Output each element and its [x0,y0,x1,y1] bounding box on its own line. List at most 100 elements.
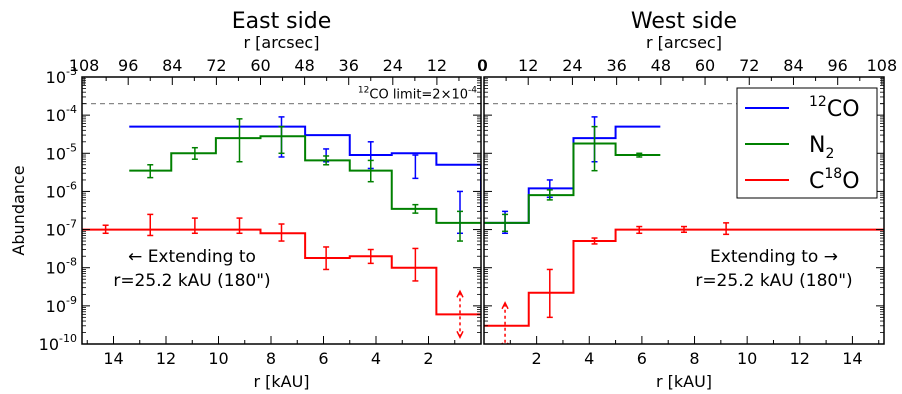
x2-tick-label: 96 [828,56,848,75]
series-12CO [129,116,481,235]
y-tick-base: 10 [46,221,66,240]
x-tick-label: 2 [532,349,542,368]
x2-tick-label: 84 [783,56,803,75]
x2-tick-label: 0 [478,56,488,75]
series-N2 [484,125,661,233]
step-line-C18O [82,228,481,316]
x-tick-label: 4 [584,349,594,368]
y-tick-label: 10-8 [46,256,77,278]
x2-tick-label: 72 [739,56,759,75]
legend-label-N2: N2 [809,133,834,162]
x2-tick-label: 60 [695,56,715,75]
plot-frame [483,76,885,345]
x-axis-label: r [kAU] [253,372,309,391]
x2-tick-label: 84 [162,56,182,75]
x2-tick-label: 72 [206,56,226,75]
legend-tail: O [842,169,859,194]
legend-main: C [809,169,824,194]
x2-axis-label: r [arcsec] [646,33,722,52]
x2-tick-label: 36 [339,56,359,75]
x-tick-label: 6 [318,349,328,368]
y-tick-base: 10 [46,68,66,87]
x2-tick-label: 48 [651,56,671,75]
limit-label-main: CO limit=2×10 [369,88,468,103]
y-tick-exp: -8 [66,256,77,269]
legend-sup: 18 [824,166,842,182]
y-tick-exp: -10 [59,332,77,345]
legend-sup: 12 [809,94,827,110]
y-tick-exp: -9 [66,294,77,307]
x-tick-label: 10 [208,349,228,368]
limit-label: 12CO limit=2×10-4 [358,86,477,103]
panel-title: West side [631,9,737,34]
x-tick-label: 12 [790,349,810,368]
x-tick-label: 4 [371,349,381,368]
plot-frame [81,76,482,345]
extend-note-line1: ← Extending to [128,247,256,267]
legend-label-12CO: 12CO [809,94,860,122]
legend-main: CO [827,97,860,122]
y-tick-label: 10-9 [46,294,77,316]
legend-main: N [809,133,825,158]
y-tick-base: 10 [46,259,66,278]
x2-tick-label: 96 [118,56,138,75]
y-tick-base: 10 [46,297,66,316]
series-12CO [484,116,661,235]
y-tick-label: 10-5 [46,141,77,163]
y-axis-label: Abundance [9,165,28,255]
y-tick-exp: -6 [66,179,77,192]
limit-label-exp: -4 [468,86,477,96]
x2-tick-label: 12 [518,56,538,75]
bound-arrow-head-up [456,289,464,298]
series-C18O [82,213,481,339]
extend-note-line2: r=25.2 kAU (180") [695,271,852,291]
y-tick-label: 10-3 [46,65,77,87]
x2-tick-label: 24 [562,56,582,75]
y-tick-exp: -7 [66,218,77,231]
y-tick-label: 10-7 [46,218,77,240]
y-tick-label: 10-4 [46,103,77,125]
y-tick-exp: -3 [66,65,77,78]
x-tick-label: 14 [842,349,862,368]
y-tick-base: 10 [46,144,66,163]
y-tick-base: 10 [39,335,59,354]
y-tick-base: 10 [46,182,66,201]
x2-tick-label: 12 [427,56,447,75]
x-axis-label: r [kAU] [656,372,712,391]
x-tick-label: 6 [637,349,647,368]
x2-tick-label: 108 [69,56,100,75]
panel-title: East side [232,9,332,34]
x2-tick-label: 60 [250,56,270,75]
x-tick-label: 10 [737,349,757,368]
step-line-12CO [484,125,661,224]
x2-tick-label: 36 [606,56,626,75]
x2-tick-label: 108 [867,56,898,75]
x2-tick-label: 48 [294,56,314,75]
x2-tick-label: 24 [383,56,403,75]
step-line-C18O [484,228,884,327]
x2-axis-label: r [arcsec] [244,33,320,52]
y-tick-label: 10-10 [39,332,77,354]
step-line-N2 [484,142,661,224]
y-tick-exp: -4 [66,103,77,116]
extend-note-line1: Extending to → [710,247,838,267]
y-tick-label: 10-6 [46,179,77,201]
limit-label-sup: 12 [358,86,369,96]
y-tick-base: 10 [46,106,66,125]
x-tick-label: 8 [266,349,276,368]
x-tick-label: 2 [423,349,433,368]
x2-tick-label: 0 [477,56,487,75]
x-tick-label: 8 [689,349,699,368]
series-C18O [484,222,884,344]
bound-arrow-head-up [501,301,509,310]
legend-label-C18O: C18O [809,166,860,194]
extend-note-line2: r=25.2 kAU (180") [113,271,270,291]
x-tick-label: 14 [103,349,123,368]
step-line-N2 [129,135,481,224]
y-tick-exp: -5 [66,141,77,154]
x-tick-label: 12 [156,349,176,368]
series-N2 [129,118,481,242]
bound-arrow-head-down [456,330,464,339]
